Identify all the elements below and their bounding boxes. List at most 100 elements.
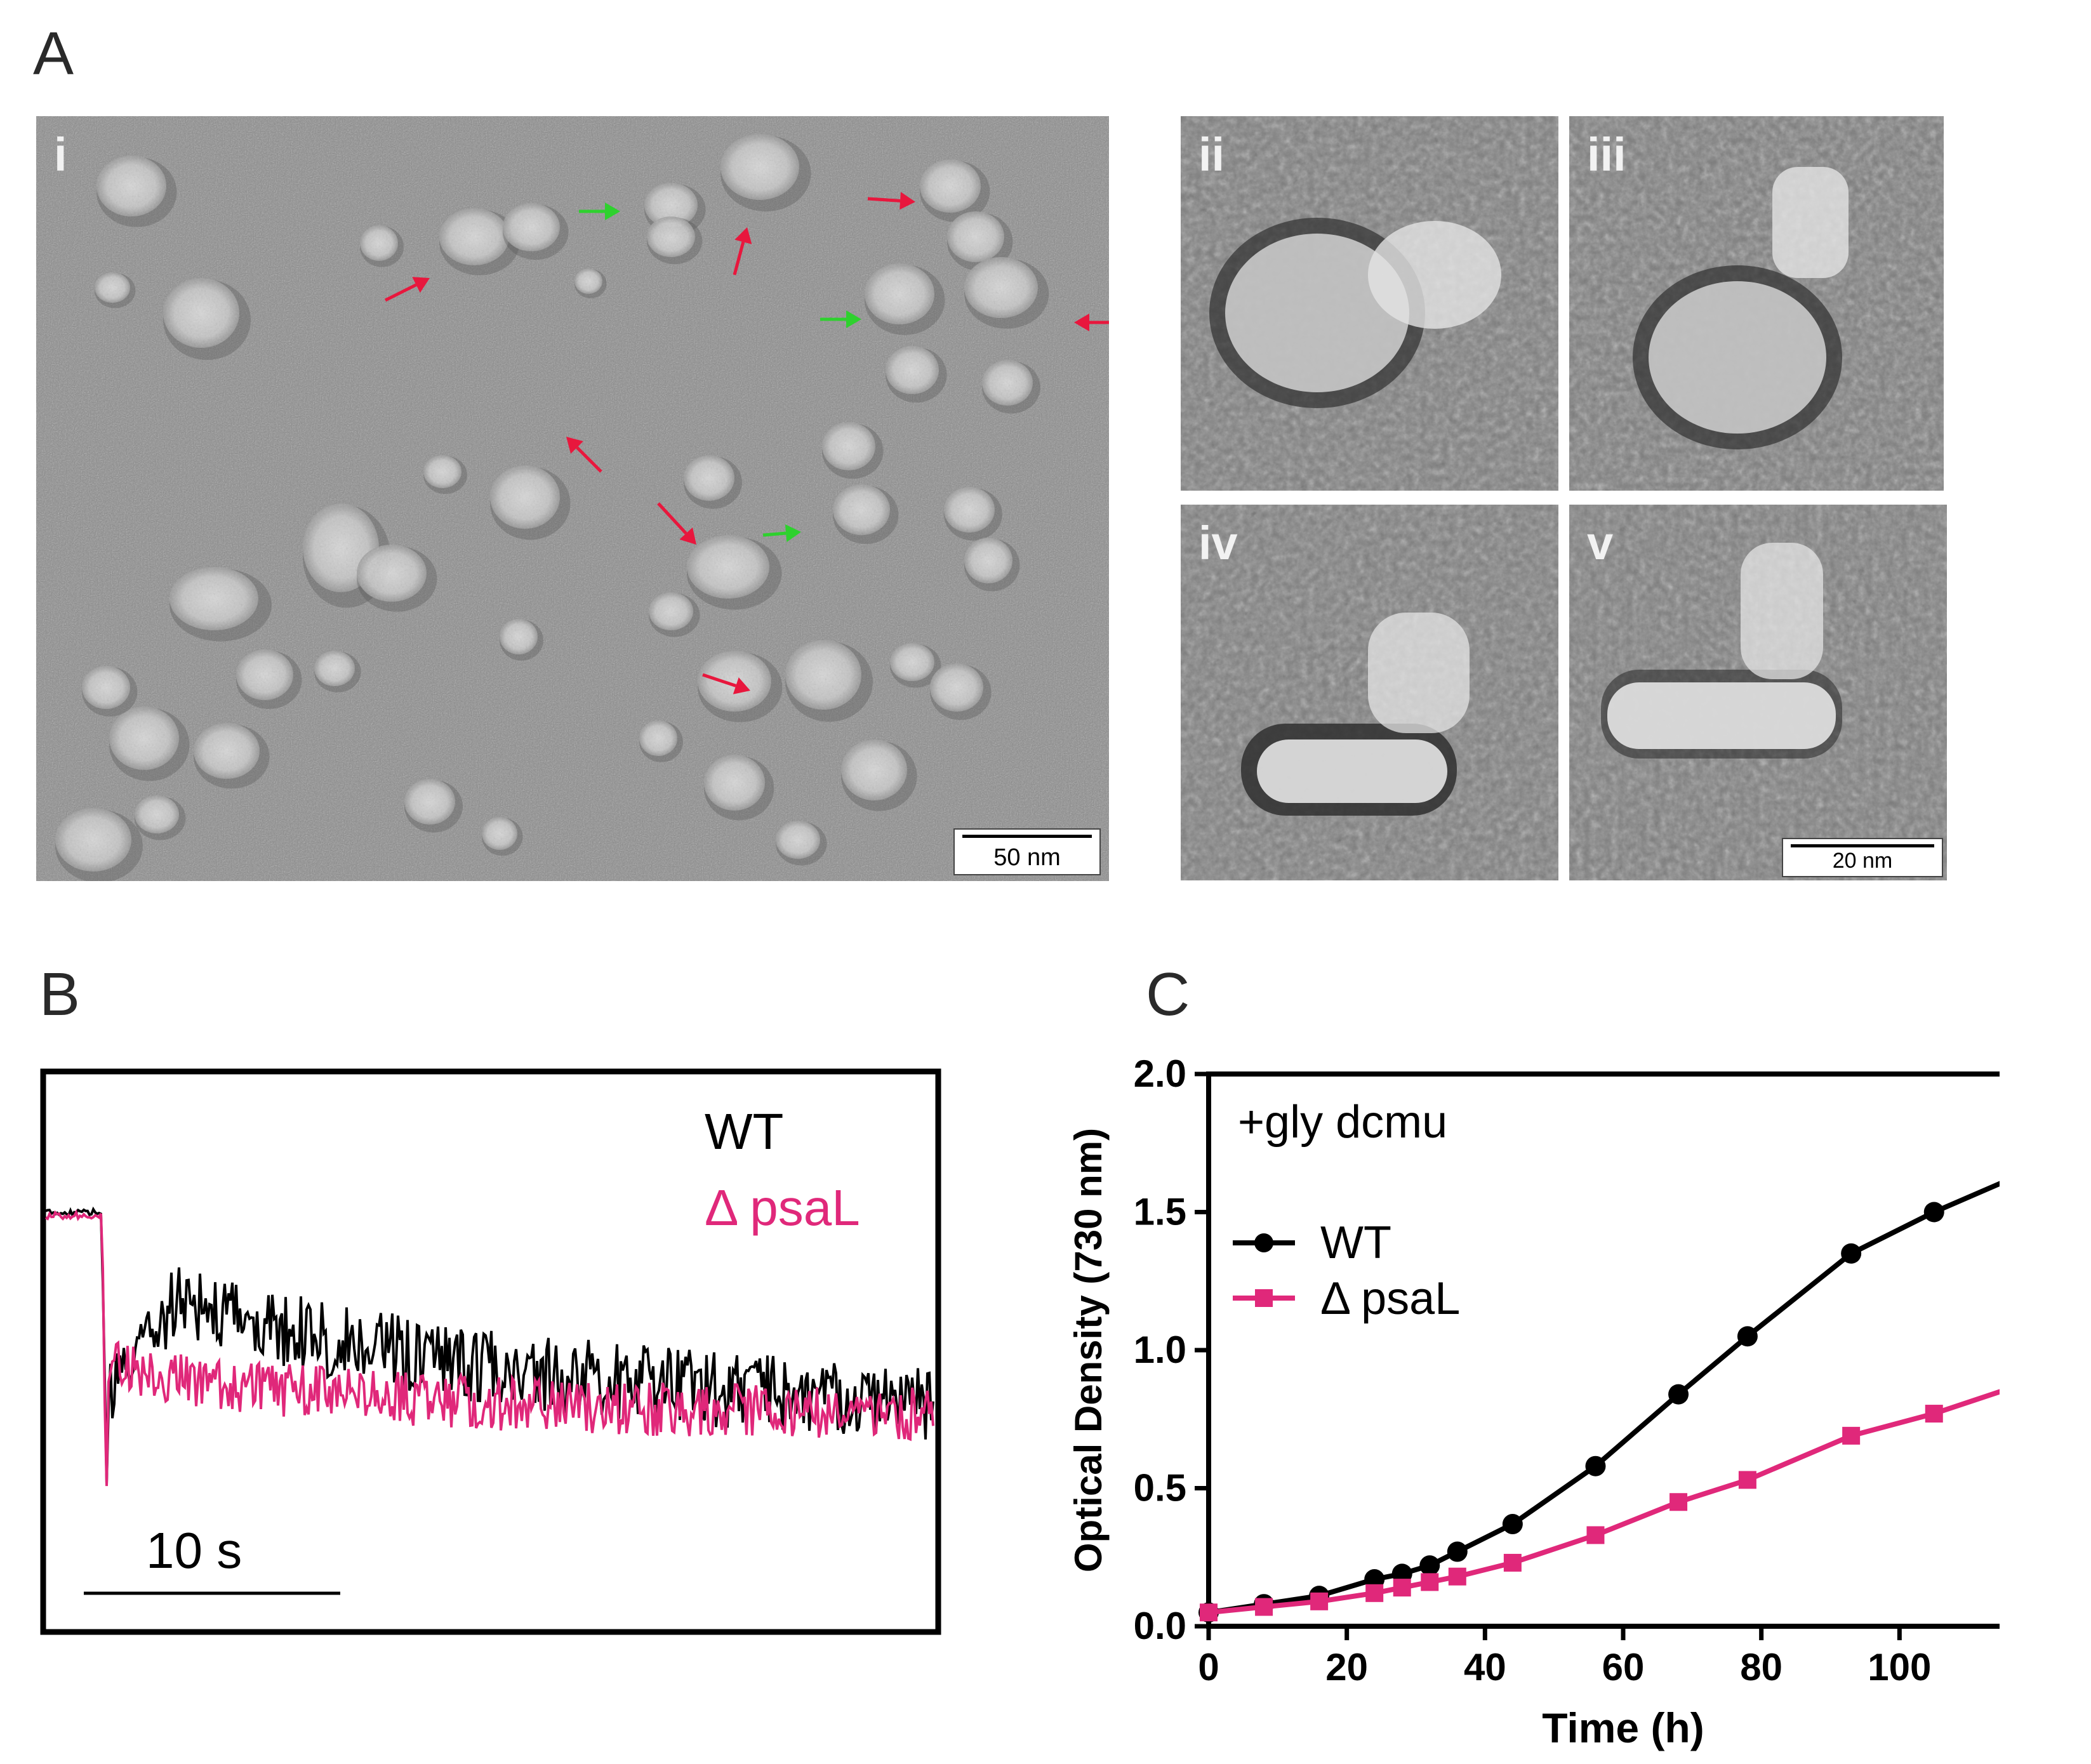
micrograph-ii-image	[1181, 116, 1558, 491]
pointer-arrow-head	[785, 524, 801, 542]
micrograph-i-particles	[55, 134, 1049, 881]
particle-texture	[82, 666, 130, 709]
pointer-arrow-shaft	[702, 673, 737, 687]
y-axis-label: Optical Density (730 nm)	[1067, 1128, 1110, 1572]
psal-data-point	[1310, 1592, 1329, 1610]
x-tick-label: 60	[1602, 1646, 1645, 1688]
panel-a-letter: A	[33, 20, 74, 88]
y-tick-label: 0.0	[1134, 1605, 1186, 1647]
pointer-arrow-shaft	[576, 446, 602, 473]
particle-texture	[841, 739, 907, 800]
wt-data-point	[1841, 1243, 1862, 1264]
scale-bar-label: 50 nm	[993, 844, 1061, 871]
pointer-arrow-shaft	[657, 502, 687, 535]
y-tick-label: 2.0	[1134, 1052, 1186, 1095]
particle-texture	[639, 720, 677, 756]
particle-texture	[886, 346, 939, 394]
particle-texture	[982, 360, 1033, 406]
micrograph-iii-label: iii	[1587, 128, 1626, 181]
scale-bar-line	[1791, 844, 1934, 847]
psal-data-point	[1255, 1598, 1273, 1616]
particle-texture	[109, 706, 179, 770]
phycobilisome-domain	[1741, 543, 1823, 679]
y-tick-label: 0.5	[1134, 1467, 1186, 1509]
scale-bar-line	[962, 835, 1092, 838]
x-axis-label: Time (h)	[1542, 1704, 1704, 1751]
psal-data-point	[1200, 1603, 1218, 1622]
psal-data-point	[1738, 1471, 1756, 1489]
panel-c-growth-chart: 0204060801001200.00.51.01.52.0 +gly dcmu…	[1067, 1052, 2000, 1751]
particle-texture	[574, 269, 602, 294]
particle-texture	[822, 422, 875, 470]
pointer-arrow-head	[734, 227, 752, 244]
pointer-arrow-shaft	[762, 531, 787, 537]
micrograph-i: i 50 nm	[36, 116, 1109, 881]
y-tick-label: 1.5	[1134, 1191, 1186, 1233]
particle-texture	[698, 651, 771, 712]
wt-data-point	[1737, 1326, 1758, 1347]
x-tick-label: 20	[1325, 1646, 1368, 1688]
pointer-arrow-head	[605, 202, 620, 220]
phycobilisome-domain	[1368, 613, 1470, 733]
particle-texture	[500, 619, 538, 654]
particle-texture	[964, 257, 1038, 318]
wt-data-point	[1447, 1541, 1468, 1562]
wt-data-point	[1419, 1555, 1440, 1576]
panel-b-trace-plot: WT Δ psaL 10 s	[40, 1068, 941, 1635]
x-tick-label: 40	[1464, 1646, 1506, 1688]
pointer-arrow-head	[899, 192, 915, 210]
particle-texture	[194, 723, 260, 779]
particle-texture	[964, 538, 1012, 583]
particle-texture	[96, 156, 166, 216]
photosystem-body	[1649, 281, 1826, 434]
pointer-arrow-head	[1074, 314, 1089, 331]
psal-data-point	[1842, 1426, 1861, 1445]
x-tick-label: 100	[1868, 1646, 1931, 1688]
particle-texture	[55, 808, 131, 872]
particle-texture	[720, 134, 799, 200]
particle-texture	[865, 263, 934, 324]
particle-texture	[423, 455, 461, 488]
micrograph-ii-label: ii	[1198, 128, 1225, 181]
micrograph-i-texture	[36, 116, 1109, 881]
scale-bar-50nm: 50 nm	[953, 828, 1101, 875]
pointer-arrow-head	[566, 437, 583, 454]
particle-texture	[360, 225, 398, 261]
micrograph-i-arrows	[384, 192, 1109, 694]
pointer-arrow-shaft	[867, 197, 901, 202]
legend-wt-text: WT	[1320, 1217, 1391, 1268]
particle-texture	[169, 567, 258, 630]
micrograph-v: v 20 nm	[1569, 505, 1947, 880]
particle-texture	[944, 487, 995, 533]
particle-texture	[890, 643, 934, 681]
particle-texture	[649, 592, 693, 630]
psal-data-point	[1393, 1579, 1411, 1597]
micrograph-i-label: i	[54, 128, 67, 181]
pointer-arrow-shaft	[384, 283, 417, 302]
wt-data-point	[1585, 1456, 1606, 1476]
psal-data-point	[1669, 1493, 1688, 1511]
particle-texture	[833, 484, 890, 535]
wt-trace	[45, 1206, 934, 1484]
micrograph-iv: iv	[1181, 505, 1558, 880]
particle-texture	[482, 817, 517, 850]
particle-texture	[644, 183, 698, 227]
micrograph-iv-image	[1181, 505, 1558, 880]
particle-texture	[163, 278, 239, 348]
psal-data-point	[1365, 1584, 1384, 1602]
particle-texture	[439, 208, 509, 265]
psal-data-point	[1448, 1567, 1466, 1586]
phycobilisome-domain	[1368, 221, 1501, 329]
x-tick-label: 80	[1740, 1646, 1782, 1688]
pointer-arrow-head	[679, 527, 696, 545]
particle-texture	[404, 779, 455, 825]
data-series	[1198, 1181, 2000, 1623]
scale-bar-label: 20 nm	[1832, 849, 1893, 873]
time-scale-label: 10 s	[146, 1522, 242, 1579]
particle-texture	[135, 795, 179, 833]
micrograph-v-label: v	[1587, 517, 1614, 569]
psal-series-line	[1208, 1389, 2000, 1615]
micrograph-iii-image	[1569, 116, 1944, 491]
particle-texture	[785, 640, 861, 710]
particle-texture	[236, 649, 293, 700]
